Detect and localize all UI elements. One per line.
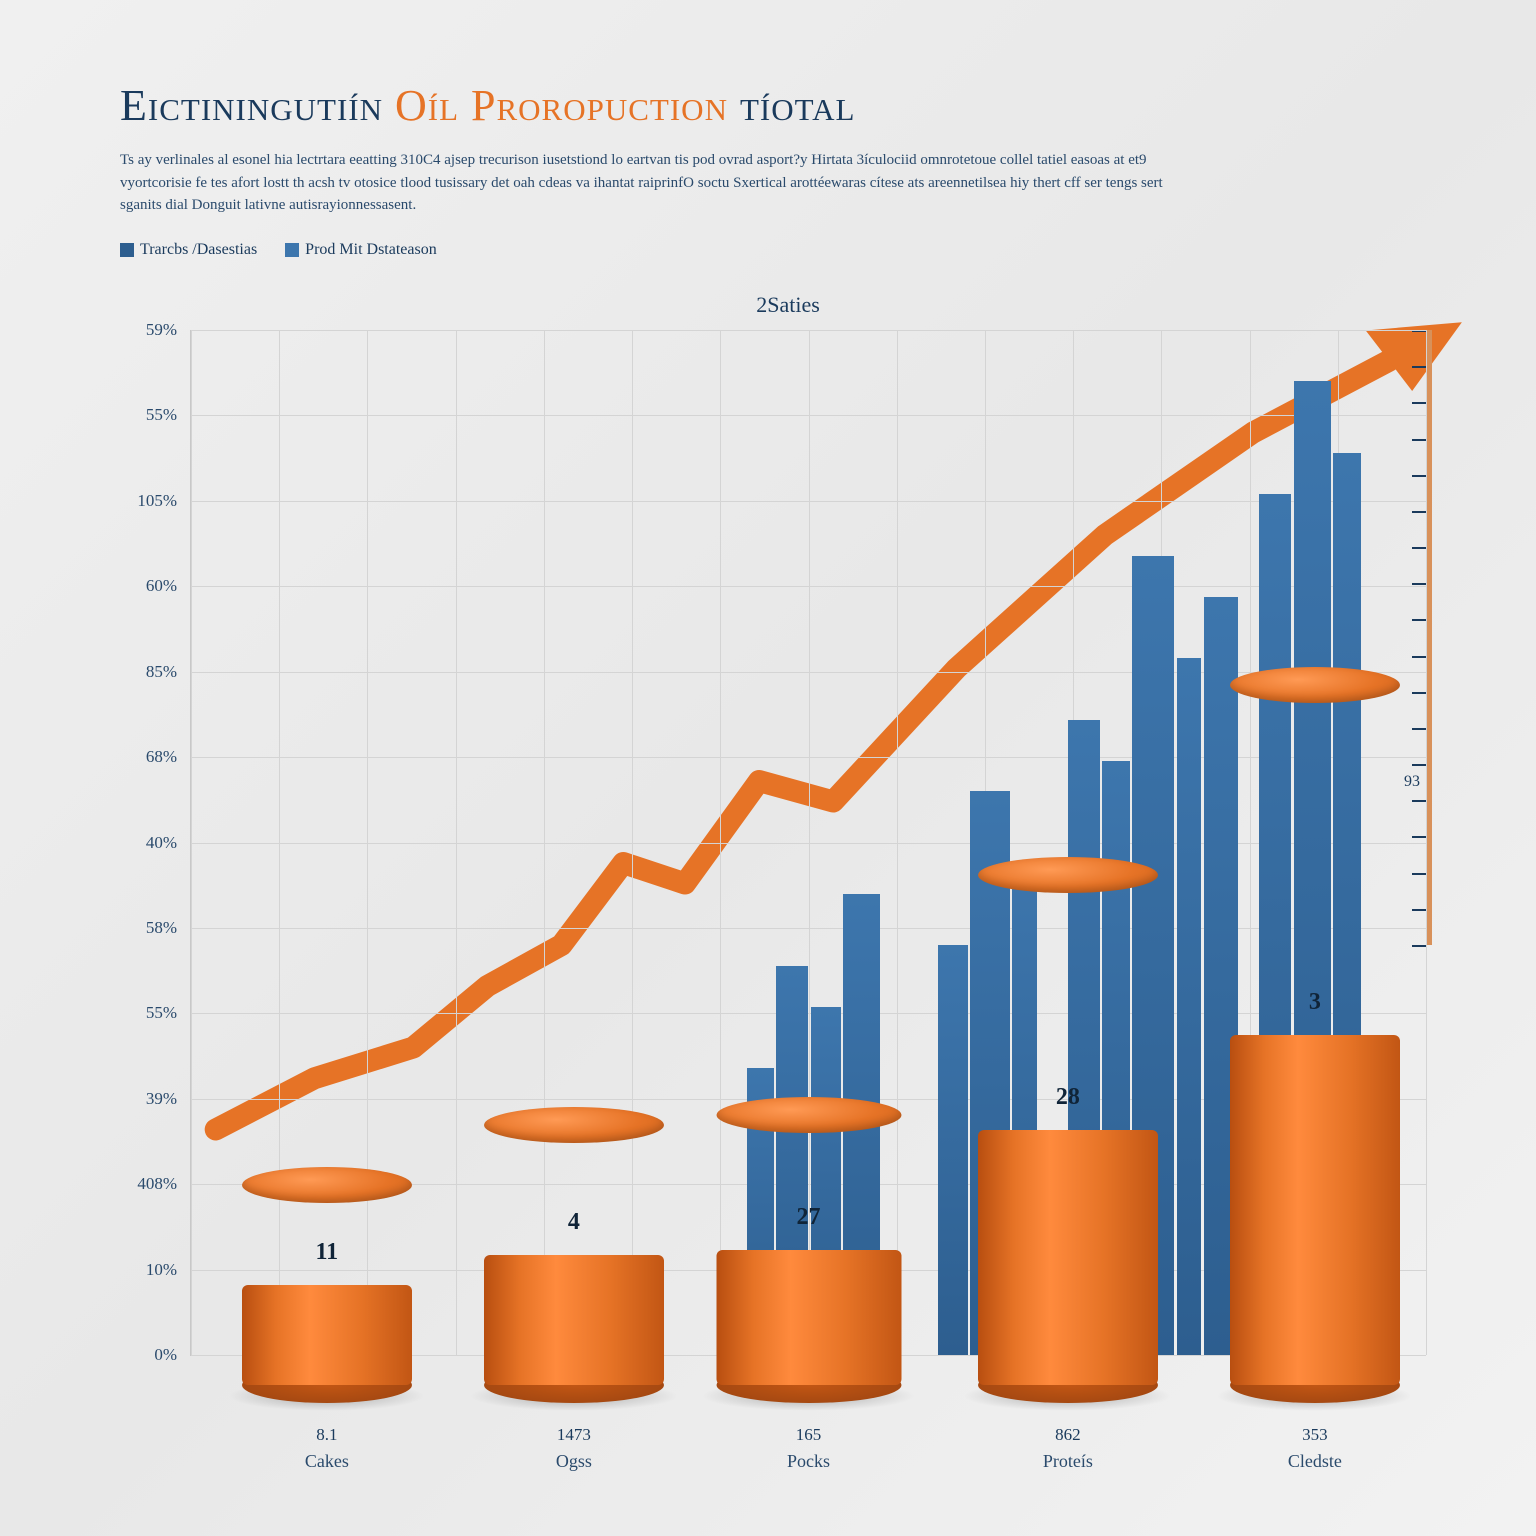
- ruler-tick: [1412, 475, 1426, 477]
- gridline-v: [1426, 330, 1427, 1355]
- gridline-v: [809, 330, 810, 1355]
- cylinder-top-label: 11: [316, 1239, 339, 1266]
- legend: Trarcbs /Dasestias Prod Mit Dstateason: [120, 241, 1456, 259]
- y-tick-label: 105%: [137, 491, 191, 511]
- y-tick-label: 39%: [146, 1089, 191, 1109]
- gridline-v: [367, 330, 368, 1355]
- ruler-tick: [1412, 656, 1426, 658]
- ruler-tick: [1412, 800, 1426, 802]
- x-value-label: 1473: [557, 1355, 591, 1445]
- ruler-tick: [1412, 402, 1426, 404]
- cylinder-bar: 3: [1230, 1035, 1400, 1385]
- ruler-tick: [1412, 836, 1426, 838]
- ruler-label: 93: [1404, 773, 1420, 791]
- y-tick-label: 58%: [146, 918, 191, 938]
- gridline-v: [456, 330, 457, 1355]
- ruler-tick: [1412, 873, 1426, 875]
- legend-item: Trarcbs /Dasestias: [120, 241, 257, 259]
- gridline-v: [632, 330, 633, 1355]
- ruler-tick: [1412, 547, 1426, 549]
- gridline-v: [279, 330, 280, 1355]
- ruler-tick: [1412, 909, 1426, 911]
- plot-region: 93 59%55%105%60%85%68%40%58%55%39%408%10…: [190, 330, 1426, 1356]
- y-tick-label: 0%: [154, 1345, 191, 1365]
- ruler-tick: [1412, 511, 1426, 513]
- series-label: 2Saties: [756, 292, 820, 318]
- chart-area: 2Saties 93 59%55%105%60%85%68%40%58%55%3…: [120, 310, 1456, 1476]
- gridline-v: [544, 330, 545, 1355]
- ruler-tick: [1412, 583, 1426, 585]
- title-pre: Eictiningutiín: [120, 81, 395, 130]
- title-post: tíotal: [728, 81, 855, 130]
- y-tick-label: 60%: [146, 576, 191, 596]
- cylinder-top-label: 27: [797, 1204, 821, 1231]
- cylinder-bar: 28: [978, 1130, 1158, 1385]
- y-tick-label: 85%: [146, 662, 191, 682]
- x-value-label: 8.1: [316, 1355, 337, 1445]
- title-accent: Oíl Proropuction: [395, 81, 728, 130]
- skyline-bar: [938, 945, 968, 1355]
- y-tick-label: 59%: [146, 320, 191, 340]
- skyline-bar: [1177, 658, 1202, 1355]
- ruler-tick: [1412, 439, 1426, 441]
- y-tick-label: 40%: [146, 833, 191, 853]
- legend-item: Prod Mit Dstateason: [285, 241, 437, 259]
- ruler-tick: [1412, 945, 1426, 947]
- y-tick-label: 408%: [137, 1174, 191, 1194]
- gridline-v: [720, 330, 721, 1355]
- ruler-tick: [1412, 366, 1426, 368]
- y-tick-label: 10%: [146, 1260, 191, 1280]
- gridline-v: [897, 330, 898, 1355]
- chart-title: Eictiningutiín Oíl Proropuction tíotal: [120, 80, 1456, 131]
- ruler-tick: [1412, 619, 1426, 621]
- y-tick-label: 55%: [146, 1003, 191, 1023]
- y-tick-label: 68%: [146, 747, 191, 767]
- legend-swatch: [285, 243, 299, 257]
- cylinder-top-label: 4: [568, 1209, 580, 1236]
- cylinder-top-label: 3: [1309, 989, 1321, 1016]
- ruler-tick: [1412, 692, 1426, 694]
- x-value-label: 353: [1302, 1355, 1328, 1445]
- cylinder-top-label: 28: [1056, 1084, 1080, 1111]
- ruler-tick: [1412, 728, 1426, 730]
- legend-label: Trarcbs /Dasestias: [140, 241, 257, 258]
- legend-swatch: [120, 243, 134, 257]
- x-value-label: 165: [796, 1355, 822, 1445]
- y-tick-label: 55%: [146, 405, 191, 425]
- x-value-label: 862: [1055, 1355, 1081, 1445]
- gridline-v: [191, 330, 192, 1355]
- ruler-tick: [1412, 764, 1426, 766]
- chart-subtitle: Ts ay verlinales al esonel hia lectrtara…: [120, 149, 1170, 217]
- legend-label: Prod Mit Dstateason: [305, 241, 437, 258]
